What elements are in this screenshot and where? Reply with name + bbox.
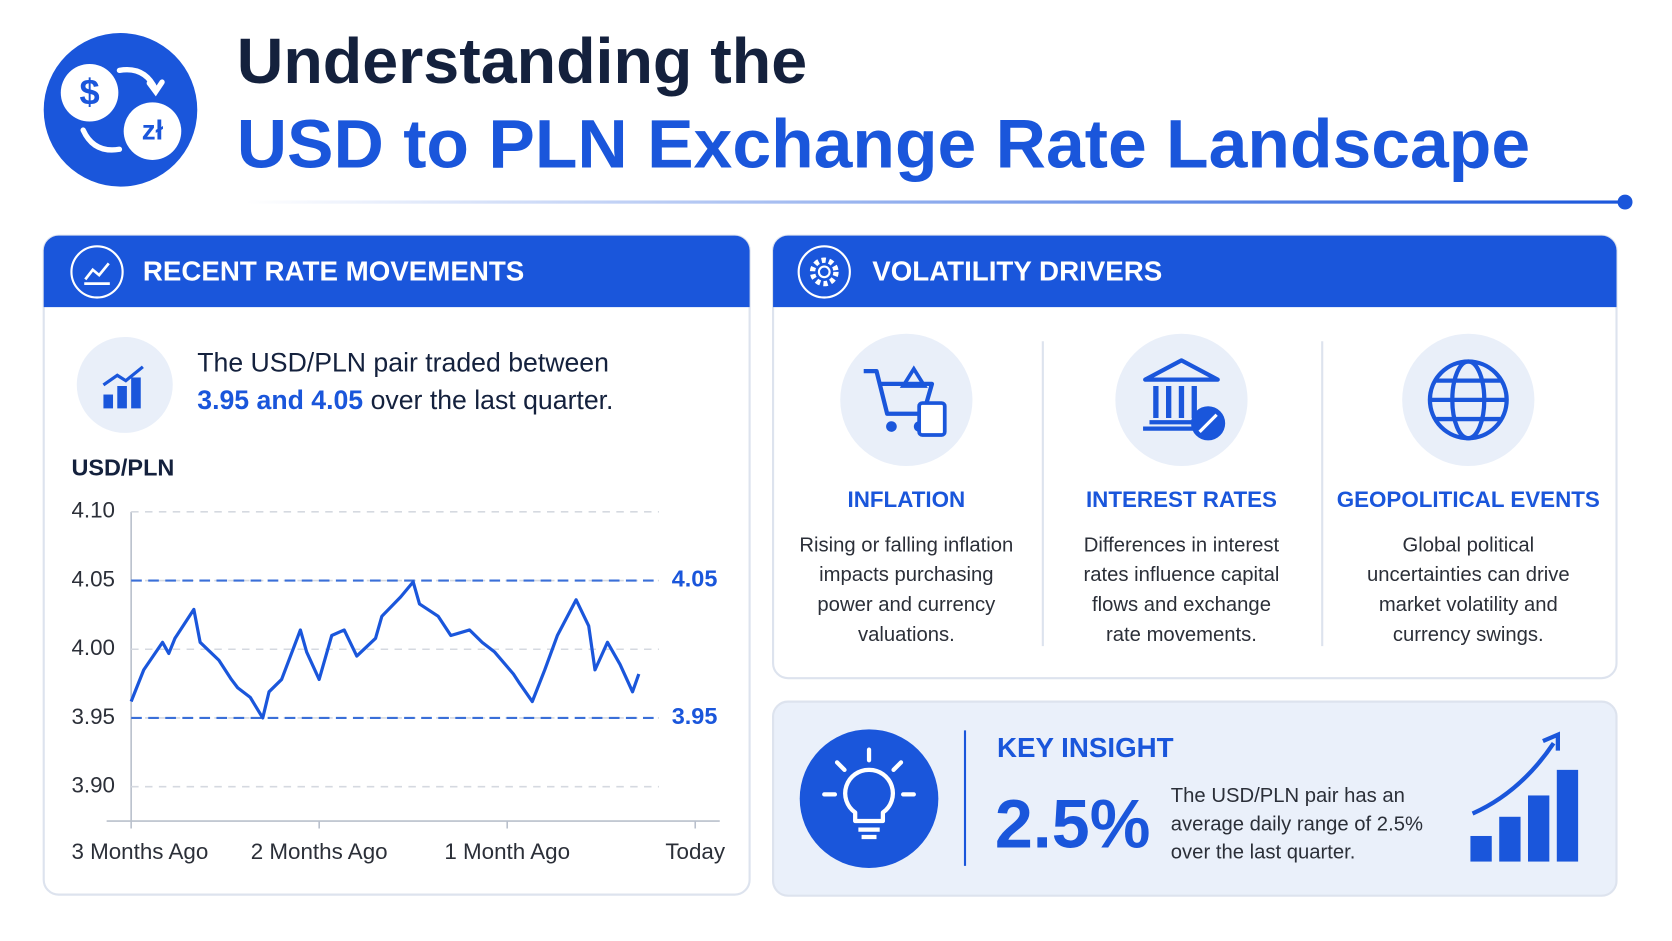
- driver-text: Global political: [1402, 534, 1534, 556]
- summary-icon: [102, 365, 144, 387]
- driver-text: uncertainties can drive: [1367, 564, 1570, 586]
- summary-text: The USD/PLN pair traded between: [197, 348, 609, 378]
- panel: [42, 234, 751, 896]
- header-icon: [797, 245, 851, 299]
- reference-label: 3.95: [672, 703, 718, 729]
- driver-title: INTEREST RATES: [1086, 487, 1277, 512]
- header-icon: [84, 262, 110, 285]
- panel-title: VOLATILITY DRIVERS: [872, 255, 1162, 286]
- header-icon: [817, 265, 831, 279]
- driver-text: power and currency: [817, 594, 996, 616]
- chart: 4.10 4.05 4.00 3.95 3.90 3 Months Ago 2 Months…: [71, 498, 725, 864]
- summary-highlight: 3.95 and 4.05: [197, 385, 363, 415]
- logo-coin: [123, 102, 182, 160]
- y-axis-label: USD/PLN: [71, 454, 174, 480]
- driver-text: Rising or falling inflation: [799, 534, 1013, 556]
- driver-title: INFLATION: [848, 487, 966, 512]
- panel-title: RECENT RATE MOVEMENTS: [143, 255, 524, 286]
- driver-text: valuations.: [858, 624, 955, 646]
- insight-text: average daily range of 2.5%: [1171, 814, 1423, 836]
- y-tick-label: 3.90: [71, 773, 115, 798]
- drivers: INFLATION Rising or falling inflation impa…: [799, 487, 1600, 646]
- insight-text: over the last quarter.: [1171, 841, 1356, 863]
- layout: $ zł Understanding the USD to PLN Exchan…: [42, 25, 1633, 897]
- insight-text: The USD/PLN pair has an: [1171, 785, 1405, 807]
- panel-header: [43, 235, 750, 308]
- reference-label: 4.05: [672, 566, 718, 592]
- driver-icon: [1153, 386, 1197, 418]
- insight-figure: 2.5%: [995, 787, 1151, 863]
- rate-line: [129, 580, 641, 720]
- logo: $ zł: [43, 33, 198, 187]
- panel: [772, 700, 1618, 897]
- title-line: Understanding the: [237, 25, 807, 97]
- x-tick-label: 3 Months Ago: [71, 839, 208, 864]
- x-tick-label: 2 Months Ago: [251, 839, 388, 864]
- logo-coin: [60, 63, 119, 122]
- x-tick-label: Today: [665, 839, 726, 864]
- insight-arrow: [1471, 742, 1556, 816]
- title-line: USD to PLN Exchange Rate Landscape: [237, 106, 1530, 182]
- driver-icon: [1198, 413, 1218, 433]
- summary-rest: over the last quarter.: [371, 385, 614, 415]
- y-tick-label: 3.95: [71, 704, 115, 729]
- y-tick-label: 4.10: [71, 498, 115, 523]
- driver-text: impacts purchasing: [819, 564, 993, 586]
- divider-dot: [1617, 194, 1633, 210]
- summary-icon: [76, 336, 173, 433]
- logo-arrow: [146, 79, 165, 97]
- driver-text: rates influence capital: [1084, 564, 1280, 586]
- driver-text: Differences in interest: [1084, 534, 1280, 556]
- insight-icon: [843, 767, 895, 840]
- insight-arrow: [1542, 731, 1560, 751]
- summary-icon: [103, 377, 141, 409]
- logo-symbol: $: [79, 71, 99, 112]
- header-icon: [70, 245, 124, 299]
- logo-arrow: [80, 127, 123, 153]
- insight-icon: [799, 729, 939, 868]
- driver-text: flows and exchange: [1092, 594, 1271, 616]
- insight-icon: [822, 747, 916, 797]
- x-tick-label: 1 Month Ago: [444, 839, 570, 864]
- logo-symbol: zł: [142, 115, 164, 146]
- driver-icon: [899, 365, 928, 388]
- divider: [245, 200, 1623, 204]
- driver-text: rate movements.: [1106, 624, 1257, 646]
- driver-text: currency swings.: [1393, 624, 1544, 646]
- driver-text: market volatility and: [1379, 594, 1558, 616]
- summary-text: 3.95 and 4.05 over the last quarter.: [197, 385, 613, 415]
- y-tick-label: 4.00: [71, 635, 115, 660]
- insight-title: KEY INSIGHT: [997, 732, 1174, 763]
- driver-icon: [1429, 378, 1507, 422]
- insight-bars-icon: [1470, 769, 1579, 862]
- driver-icon: [886, 421, 897, 432]
- panel-header: [773, 235, 1617, 308]
- driver-icon: [917, 401, 947, 437]
- y-tick-label: 4.05: [71, 566, 115, 591]
- driver-icon: [840, 333, 973, 466]
- driver-title: GEOPOLITICAL EVENTS: [1337, 487, 1600, 512]
